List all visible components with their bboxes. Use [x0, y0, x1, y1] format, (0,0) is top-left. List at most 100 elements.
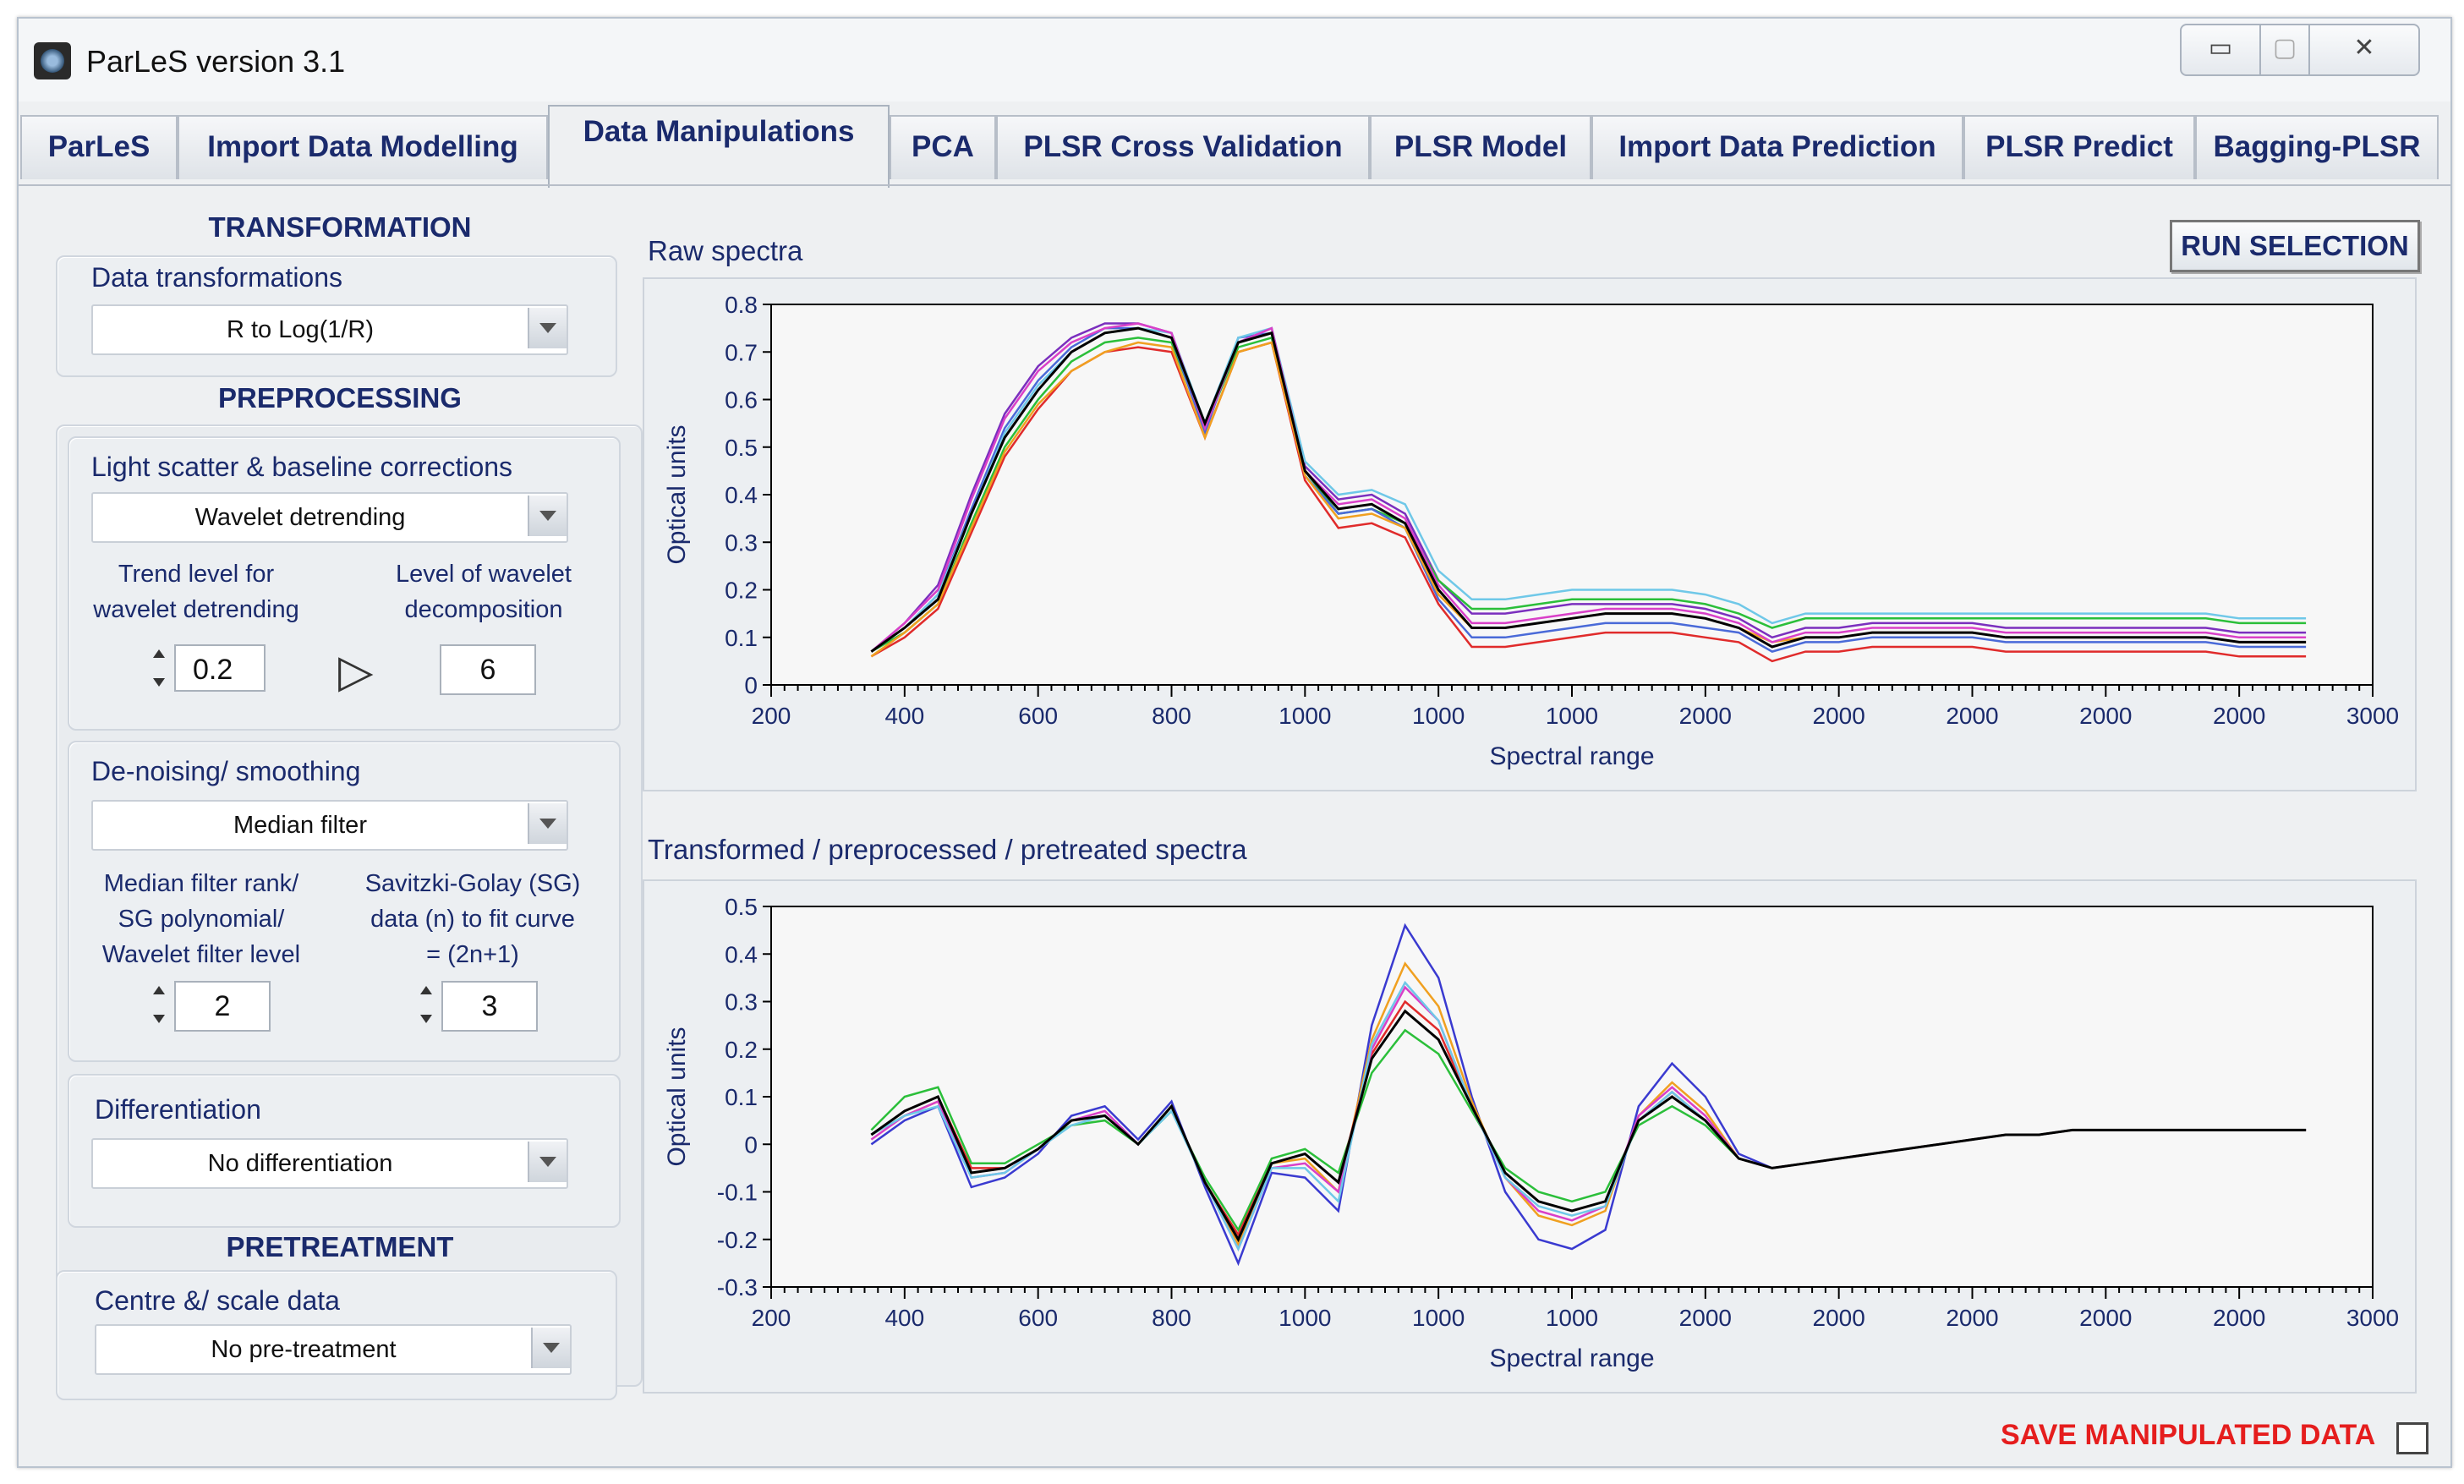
centre-label: Centre &/ scale data	[95, 1285, 340, 1316]
pretreatment-heading: PRETREATMENT	[226, 1231, 454, 1262]
tab-parles[interactable]: ParLeS	[20, 115, 178, 179]
x-tick-label: 3000	[2346, 1305, 2399, 1331]
sg-input[interactable]: 3	[441, 981, 538, 1032]
x-tick-label: 800	[1152, 703, 1191, 729]
x-tick-label: 2000	[1679, 1305, 1732, 1331]
scatter-select[interactable]: Wavelet detrending	[91, 492, 568, 543]
decomp-label-line2: decomposition	[404, 596, 563, 623]
close-icon: ✕	[2353, 34, 2375, 62]
data-manipulations-page: TRANSFORMATION Data transformations R to…	[19, 184, 2450, 1466]
x-tick-label: 200	[752, 703, 791, 729]
x-tick-label: 1000	[1412, 703, 1465, 729]
x-tick-label: 400	[884, 703, 924, 729]
trend-level-label: Trend level for wavelet detrending	[69, 556, 323, 627]
y-tick-label: 0.4	[725, 941, 758, 967]
tab-plsr-predict[interactable]: PLSR Predict	[1963, 115, 2195, 179]
x-tick-label: 2000	[1946, 703, 1998, 729]
maximize-button[interactable]: ▢	[2259, 24, 2310, 76]
scatter-label: Light scatter & baseline corrections	[91, 452, 513, 482]
series-line-s1	[870, 322, 2307, 653]
denoise-value: Median filter	[233, 812, 367, 839]
rank-label-line1: Median filter rank/	[103, 870, 299, 897]
raw-spectra-title: Raw spectra	[648, 235, 803, 266]
rank-label-line2: SG polynomial/	[118, 906, 285, 933]
raw-spectra-panel: 0 0.1 0.2 0.3 0.4 0.5 0.6 0.7 0.8 200 400 600 800 100…	[643, 277, 2417, 791]
x-tick-label: 1000	[1546, 703, 1598, 729]
differentiation-value: No differentiation	[207, 1150, 393, 1177]
close-button[interactable]: ✕	[2308, 24, 2420, 76]
rank-input[interactable]: 2	[174, 981, 271, 1032]
centre-value: No pre-treatment	[211, 1336, 397, 1363]
rank-label-line3: Wavelet filter level	[101, 941, 301, 968]
chevron-down-icon[interactable]	[531, 1328, 570, 1368]
run-selection-button[interactable]: RUN SELECTION	[2170, 220, 2420, 272]
sg-label-line3: = (2n+1)	[426, 941, 519, 968]
transformation-group: Data transformations R to Log(1/R)	[56, 255, 617, 377]
pretreatment-group: Centre &/ scale data No pre-treatment	[56, 1270, 617, 1400]
y-tick-label: 0.1	[725, 625, 758, 651]
chevron-down-icon[interactable]	[528, 308, 567, 348]
denoise-group: De-noising/ smoothing Median filter Medi…	[68, 741, 621, 1062]
transformation-select[interactable]: R to Log(1/R)	[91, 304, 568, 355]
tab-plsr-cross-validation[interactable]: PLSR Cross Validation	[996, 115, 1370, 179]
y-tick-label: 0.3	[725, 989, 758, 1016]
y-axis-label: Optical units	[663, 424, 691, 564]
play-arrow-icon[interactable]: ▷	[338, 646, 374, 697]
y-tick-label: -0.2	[717, 1227, 758, 1253]
transformation-value: R to Log(1/R)	[226, 316, 375, 343]
trend-label-line1: Trend level for	[118, 561, 275, 588]
tab-import-data-modelling[interactable]: Import Data Modelling	[178, 115, 548, 179]
transformed-spectra-title: Transformed / preprocessed / pretreated …	[648, 834, 1247, 865]
window-title: ParLeS version 3.1	[86, 44, 346, 79]
minimize-button[interactable]: ▭	[2180, 24, 2261, 76]
x-tick-label: 2000	[1813, 1305, 1865, 1331]
denoise-label: De-noising/ smoothing	[91, 756, 361, 786]
tab-bagging-plsr[interactable]: Bagging-PLSR	[2195, 115, 2439, 179]
rank-spinner[interactable]	[151, 981, 167, 1028]
raw-spectra-chart: 0 0.1 0.2 0.3 0.4 0.5 0.6 0.7 0.8 200 400 600 800 100…	[663, 292, 2399, 770]
x-tick-label: 2000	[1813, 703, 1865, 729]
series-line-mean	[870, 326, 2307, 653]
differentiation-select[interactable]: No differentiation	[91, 1138, 568, 1189]
x-tick-label: 1000	[1546, 1305, 1598, 1331]
transformation-heading: TRANSFORMATION	[208, 211, 472, 243]
plot-area	[770, 906, 2374, 1288]
y-tick-label: -0.1	[717, 1180, 758, 1206]
tab-bar: ParLeS Import Data Modelling Data Manipu…	[19, 103, 2450, 188]
y-tick-label: 0.2	[725, 578, 758, 604]
series-line-s7	[870, 322, 2307, 653]
x-tick-label: 400	[884, 1305, 924, 1331]
x-tick-label: 2000	[1679, 703, 1732, 729]
x-tick-label: 1000	[1279, 703, 1331, 729]
title-bar: ParLeS version 3.1 ▭ ▢ ✕	[19, 19, 2450, 101]
chevron-down-icon[interactable]	[528, 496, 567, 536]
y-tick-label: 0.3	[725, 529, 758, 556]
save-manipulated-checkbox[interactable]	[2396, 1422, 2428, 1454]
decomp-level-input[interactable]: 6	[440, 644, 536, 695]
trend-spinner[interactable]	[151, 644, 167, 692]
chevron-down-icon[interactable]	[528, 803, 567, 844]
y-tick-label: 0.4	[725, 482, 758, 508]
decomp-level-label: Level of wavelet decomposition	[357, 556, 611, 627]
tab-plsr-model[interactable]: PLSR Model	[1370, 115, 1591, 179]
centre-select[interactable]: No pre-treatment	[95, 1324, 572, 1375]
x-tick-label: 200	[752, 1305, 791, 1331]
maximize-icon: ▢	[2272, 34, 2297, 62]
x-tick-label: 2000	[2213, 1305, 2265, 1331]
y-tick-label: 0.8	[725, 292, 758, 318]
trend-level-input[interactable]: 0.2	[174, 644, 266, 692]
tab-data-manipulations[interactable]: Data Manipulations	[548, 105, 890, 188]
transformations-label: Data transformations	[91, 262, 343, 293]
sg-spinner[interactable]	[418, 981, 435, 1028]
denoise-select[interactable]: Median filter	[91, 800, 568, 851]
y-tick-label: 0	[744, 1131, 758, 1158]
x-tick-label: 600	[1018, 703, 1058, 729]
series-line-s3	[870, 336, 2307, 653]
tab-import-data-prediction[interactable]: Import Data Prediction	[1591, 115, 1963, 179]
y-tick-label: -0.3	[717, 1274, 758, 1301]
tab-pca[interactable]: PCA	[890, 115, 996, 179]
main-window: ParLeS version 3.1 ▭ ▢ ✕ ParLeS Import D…	[17, 17, 2452, 1468]
scatter-value: Wavelet detrending	[194, 504, 406, 531]
chevron-down-icon[interactable]	[528, 1142, 567, 1182]
save-manipulated-label: SAVE MANIPULATED DATA	[2001, 1419, 2376, 1451]
